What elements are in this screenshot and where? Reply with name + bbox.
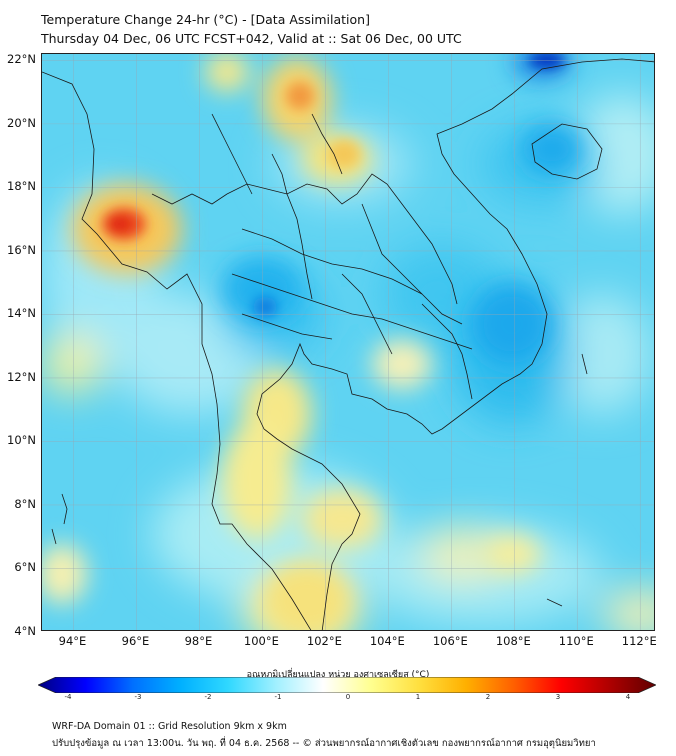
longitude-tick-label: 102°E xyxy=(306,634,342,648)
latitude-tick-label: 10°N xyxy=(7,433,36,448)
footer-credit: ปรับปรุงข้อมูล ณ เวลา 13:00น. วัน พฤ. ที… xyxy=(52,738,596,749)
colorbar-tick-label: 3 xyxy=(555,693,561,701)
colorbar-tick-label: 0 xyxy=(345,693,351,701)
latitude-tick-label: 6°N xyxy=(14,560,36,575)
colorbar-tick-label: 2 xyxy=(485,693,491,701)
latitude-tick-label: 18°N xyxy=(7,179,36,194)
map-gridlines xyxy=(42,54,654,630)
colorbar-bar xyxy=(38,677,656,693)
colorbar-tick-label: -3 xyxy=(134,693,142,701)
longitude-tick-label: 110°E xyxy=(558,634,594,648)
longitude-tick-label: 98°E xyxy=(184,634,213,648)
colorbar-tick-label: 1 xyxy=(415,693,421,701)
latitude-tick-label: 4°N xyxy=(14,624,36,638)
coastline-and-borders xyxy=(42,58,654,630)
map-canvas xyxy=(42,54,654,630)
latitude-tick-label: 8°N xyxy=(14,496,36,511)
colorbar-tick-label: -2 xyxy=(204,693,212,701)
longitude-tick-label: 100°E xyxy=(243,634,279,648)
latitude-tick-label: 14°N xyxy=(7,306,36,321)
longitude-tick-label: 108°E xyxy=(495,634,531,648)
latitude-tick-label: 22°N xyxy=(7,52,36,67)
map-title: Temperature Change 24-hr (°C) - [Data As… xyxy=(41,12,370,27)
colorbar-tick-label: -1 xyxy=(274,693,282,701)
footer-model-info: WRF-DA Domain 01 :: Grid Resolution 9km … xyxy=(52,721,287,732)
latitude-tick-label: 12°N xyxy=(7,369,36,384)
latitude-tick-label: 20°N xyxy=(7,115,36,130)
colorbar xyxy=(38,677,656,693)
colorbar-tick-label: -4 xyxy=(64,693,72,701)
map-subtitle-valid-time: Thursday 04 Dec, 06 UTC FCST+042, Valid … xyxy=(41,31,462,46)
longitude-tick-label: 104°E xyxy=(369,634,405,648)
colorbar-title: อุณหภูมิเปลี่ยนแปลง หน่วย องศาเซลเซียส (… xyxy=(246,670,430,680)
latitude-tick-label: 16°N xyxy=(7,242,36,257)
field-layer-cores xyxy=(102,54,565,317)
longitude-tick-label: 94°E xyxy=(58,634,87,648)
longitude-tick-label: 112°E xyxy=(621,634,657,648)
longitude-tick-label: 106°E xyxy=(432,634,468,648)
longitude-tick-label: 96°E xyxy=(121,634,150,648)
temperature-change-map xyxy=(41,53,655,631)
colorbar-tick-label: 4 xyxy=(625,693,631,701)
